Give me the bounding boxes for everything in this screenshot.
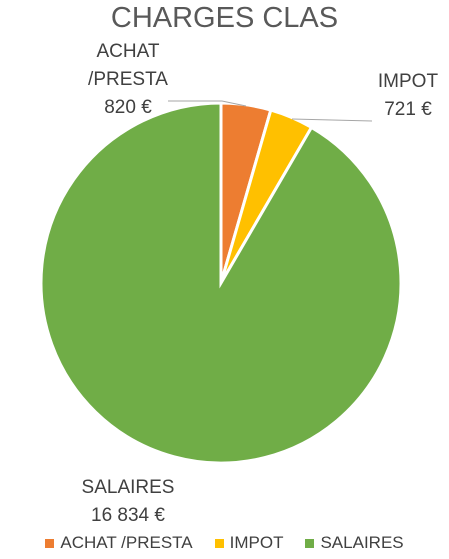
pie-slice	[39, 101, 403, 465]
legend-label: IMPOT	[229, 533, 284, 552]
legend-label: ACHAT /PRESTA	[60, 533, 193, 552]
data-label-value: 721 €	[384, 99, 432, 120]
leader-line	[168, 100, 247, 107]
data-label-category: ACHAT /PRESTA	[88, 41, 168, 90]
data-label: IMPOT 721 €	[360, 68, 449, 124]
legend-item: SALAIRES	[305, 533, 404, 553]
data-label-value: 16 834 €	[91, 505, 165, 526]
legend-swatch	[305, 539, 315, 549]
data-label-category: SALAIRES	[81, 477, 175, 498]
legend: ACHAT /PRESTA IMPOT SALAIRES	[0, 533, 449, 553]
data-label-category: IMPOT	[377, 71, 439, 92]
legend-label: SALAIRES	[320, 533, 404, 552]
leader-line	[291, 118, 373, 122]
data-label-value: 820 €	[104, 97, 152, 118]
legend-swatch	[45, 539, 55, 549]
data-label: ACHAT /PRESTA 820 €	[68, 38, 188, 122]
legend-swatch	[214, 539, 224, 549]
chart-title: CHARGES CLAS	[110, 2, 339, 34]
legend-item: IMPOT	[214, 533, 284, 553]
data-label: SALAIRES 16 834 €	[68, 474, 188, 530]
legend-item: ACHAT /PRESTA	[45, 533, 193, 553]
